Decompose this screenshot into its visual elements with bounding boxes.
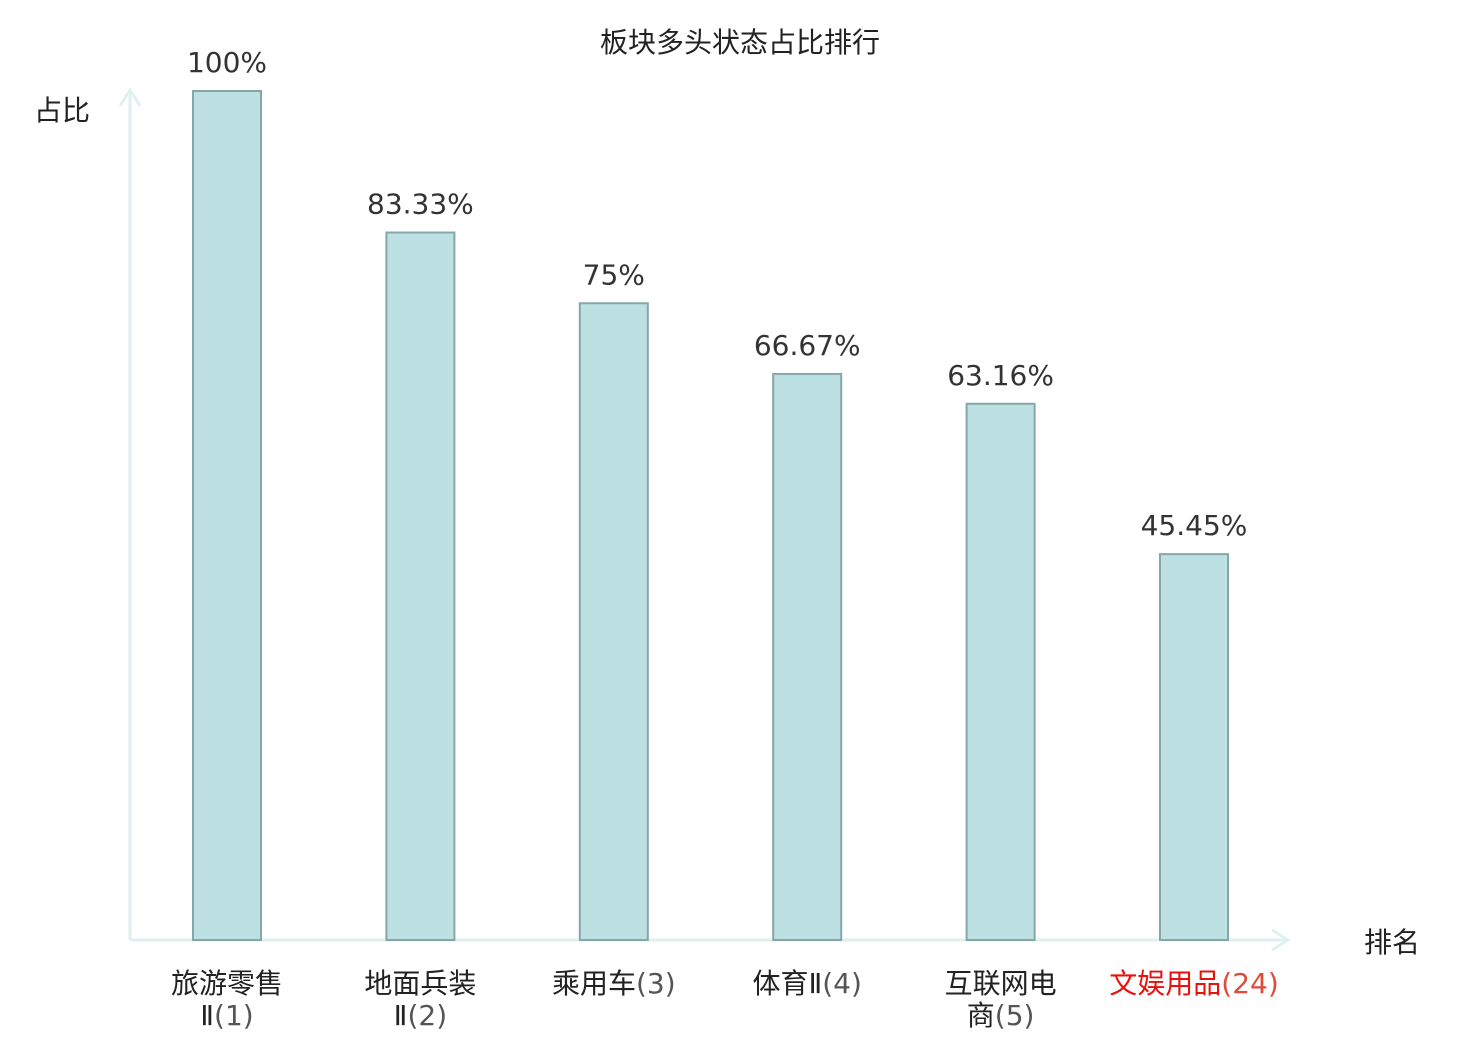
value-label-3: 75%: [583, 258, 645, 291]
bars-group: [192, 90, 1229, 942]
y-axis-label: 占比: [34, 94, 90, 127]
bar-4: [772, 372, 843, 942]
value-label-5: 63.16%: [947, 359, 1054, 392]
category-label-1: 旅游零售 Ⅱ(1): [171, 967, 283, 1032]
category-label-2: 地面兵装 Ⅱ(2): [364, 967, 476, 1032]
category-label-4: 体育Ⅱ(4): [752, 967, 861, 1000]
category-labels-group: 旅游零售 Ⅱ(1) 地面兵装 Ⅱ(2) 乘用车(3) 体育Ⅱ(4) 互联网电商(5) 文娱用品…: [171, 967, 1279, 1032]
value-label-4: 66.67%: [754, 329, 861, 362]
category-label-3: 乘用车(3): [552, 967, 676, 1000]
bar-1: [192, 90, 262, 941]
value-label-6: 45.45%: [1141, 509, 1248, 542]
value-label-1: 100%: [187, 46, 267, 79]
x-axis-arrow: [1271, 928, 1291, 952]
y-axis-arrow: [118, 87, 142, 107]
value-label-2: 83.33%: [367, 188, 474, 221]
y-axis: [118, 87, 142, 940]
x-axis: [130, 928, 1291, 952]
bar-3: [578, 302, 649, 941]
bar-5: [965, 402, 1036, 941]
value-labels-group: 100% 83.33% 75% 66.67% 63.16% 45.45%: [187, 46, 1247, 542]
category-label-6: 文娱用品(24): [1109, 967, 1279, 1000]
chart-title: 板块多头状态占比排行: [600, 26, 880, 59]
bar-2: [385, 231, 456, 941]
category-label-5: 互联网电商(5): [945, 967, 1057, 1032]
bar-6: [1159, 553, 1229, 942]
x-axis-label: 排名: [1364, 926, 1420, 959]
